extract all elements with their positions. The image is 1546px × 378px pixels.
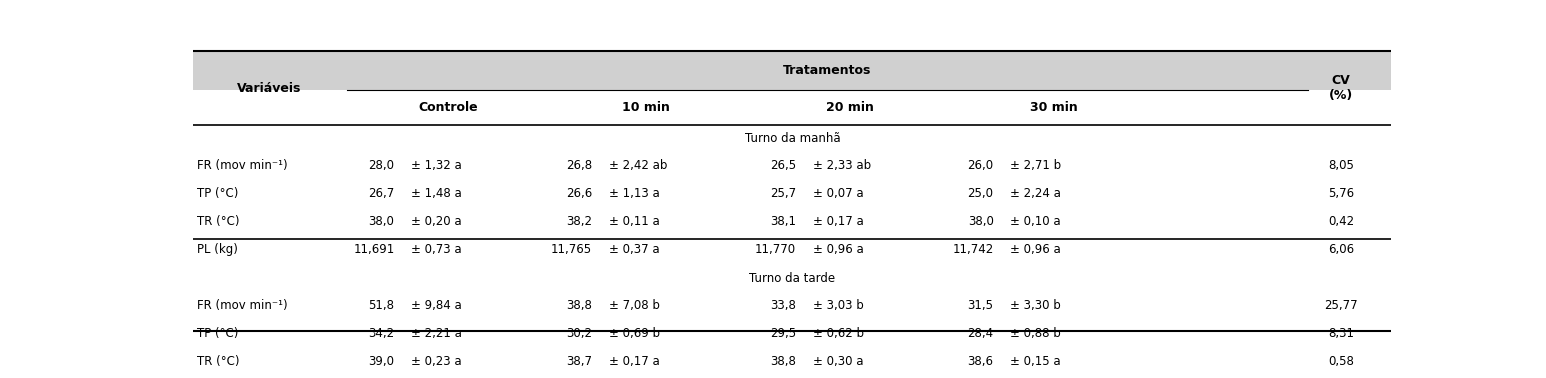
Text: 38,7: 38,7 [566,355,592,368]
Text: ± 0,73 a: ± 0,73 a [411,243,462,256]
Text: 8,05: 8,05 [1328,159,1354,172]
Text: ± 9,84 a: ± 9,84 a [411,299,462,312]
Text: 29,5: 29,5 [770,327,796,340]
Text: ± 2,42 ab: ± 2,42 ab [609,159,668,172]
Text: Turno da tarde: Turno da tarde [750,272,835,285]
Text: 38,8: 38,8 [566,299,592,312]
Text: 28,4: 28,4 [968,327,994,340]
Text: 30 min: 30 min [1030,101,1078,115]
Text: 10 min: 10 min [621,101,669,115]
Text: ± 1,48 a: ± 1,48 a [411,187,462,200]
Text: 26,6: 26,6 [566,187,592,200]
Text: ± 1,32 a: ± 1,32 a [411,159,462,172]
Text: 33,8: 33,8 [770,299,796,312]
Text: ± 0,11 a: ± 0,11 a [609,215,660,228]
Text: ± 0,17 a: ± 0,17 a [609,355,660,368]
Text: 38,6: 38,6 [968,355,994,368]
Text: 11,691: 11,691 [354,243,394,256]
Text: 38,1: 38,1 [770,215,796,228]
Text: Controle: Controle [419,101,478,115]
Text: TP (°C): TP (°C) [196,187,238,200]
Text: ± 0,37 a: ± 0,37 a [609,243,660,256]
Text: 11,742: 11,742 [952,243,994,256]
Text: ± 0,96 a: ± 0,96 a [813,243,864,256]
Text: TR (°C): TR (°C) [196,355,240,368]
Text: 20 min: 20 min [826,101,873,115]
Text: CV
(%): CV (%) [1330,74,1353,102]
Text: TR (°C): TR (°C) [196,215,240,228]
Text: ± 7,08 b: ± 7,08 b [609,299,660,312]
Text: ± 2,33 ab: ± 2,33 ab [813,159,870,172]
Text: 0,58: 0,58 [1328,355,1354,368]
Text: Tratamentos: Tratamentos [782,64,872,77]
Text: ± 0,10 a: ± 0,10 a [1011,215,1061,228]
Text: ± 0,88 b: ± 0,88 b [1011,327,1061,340]
Text: 38,2: 38,2 [566,215,592,228]
Text: 38,8: 38,8 [770,355,796,368]
Text: ± 0,23 a: ± 0,23 a [411,355,462,368]
Text: ± 0,15 a: ± 0,15 a [1011,355,1061,368]
Text: TP (°C): TP (°C) [196,327,238,340]
Text: 31,5: 31,5 [968,299,994,312]
Text: 38,0: 38,0 [368,215,394,228]
Text: 0,42: 0,42 [1328,215,1354,228]
Text: 6,06: 6,06 [1328,243,1354,256]
Text: ± 0,17 a: ± 0,17 a [813,215,864,228]
Text: 26,8: 26,8 [566,159,592,172]
Text: 28,0: 28,0 [368,159,394,172]
Text: 5,76: 5,76 [1328,187,1354,200]
Text: FR (mov min⁻¹): FR (mov min⁻¹) [196,159,288,172]
Text: 38,0: 38,0 [968,215,994,228]
Text: ± 2,21 a: ± 2,21 a [411,327,462,340]
Text: ± 0,20 a: ± 0,20 a [411,215,462,228]
Text: Turno da manhã: Turno da manhã [745,132,839,145]
Text: ± 0,30 a: ± 0,30 a [813,355,863,368]
Text: ± 2,24 a: ± 2,24 a [1011,187,1061,200]
Text: FR (mov min⁻¹): FR (mov min⁻¹) [196,299,288,312]
Text: 25,77: 25,77 [1325,299,1357,312]
Text: 11,765: 11,765 [550,243,592,256]
Text: 26,0: 26,0 [968,159,994,172]
Text: Variáveis: Variáveis [237,82,301,95]
Text: 26,5: 26,5 [770,159,796,172]
Text: PL (kg): PL (kg) [196,243,238,256]
Text: 25,7: 25,7 [770,187,796,200]
Text: ± 0,69 b: ± 0,69 b [609,327,660,340]
Text: ± 1,13 a: ± 1,13 a [609,187,660,200]
Text: 30,2: 30,2 [566,327,592,340]
Text: ± 3,30 b: ± 3,30 b [1011,299,1061,312]
Text: 25,0: 25,0 [968,187,994,200]
Text: ± 0,62 b: ± 0,62 b [813,327,864,340]
Text: ± 3,03 b: ± 3,03 b [813,299,864,312]
Text: ± 2,71 b: ± 2,71 b [1011,159,1062,172]
Text: 26,7: 26,7 [368,187,394,200]
Text: 51,8: 51,8 [368,299,394,312]
Text: 8,31: 8,31 [1328,327,1354,340]
Bar [193,51,1391,90]
Text: ± 0,96 a: ± 0,96 a [1011,243,1061,256]
Text: 34,2: 34,2 [368,327,394,340]
Text: 39,0: 39,0 [368,355,394,368]
Text: ± 0,07 a: ± 0,07 a [813,187,863,200]
Text: 11,770: 11,770 [754,243,796,256]
